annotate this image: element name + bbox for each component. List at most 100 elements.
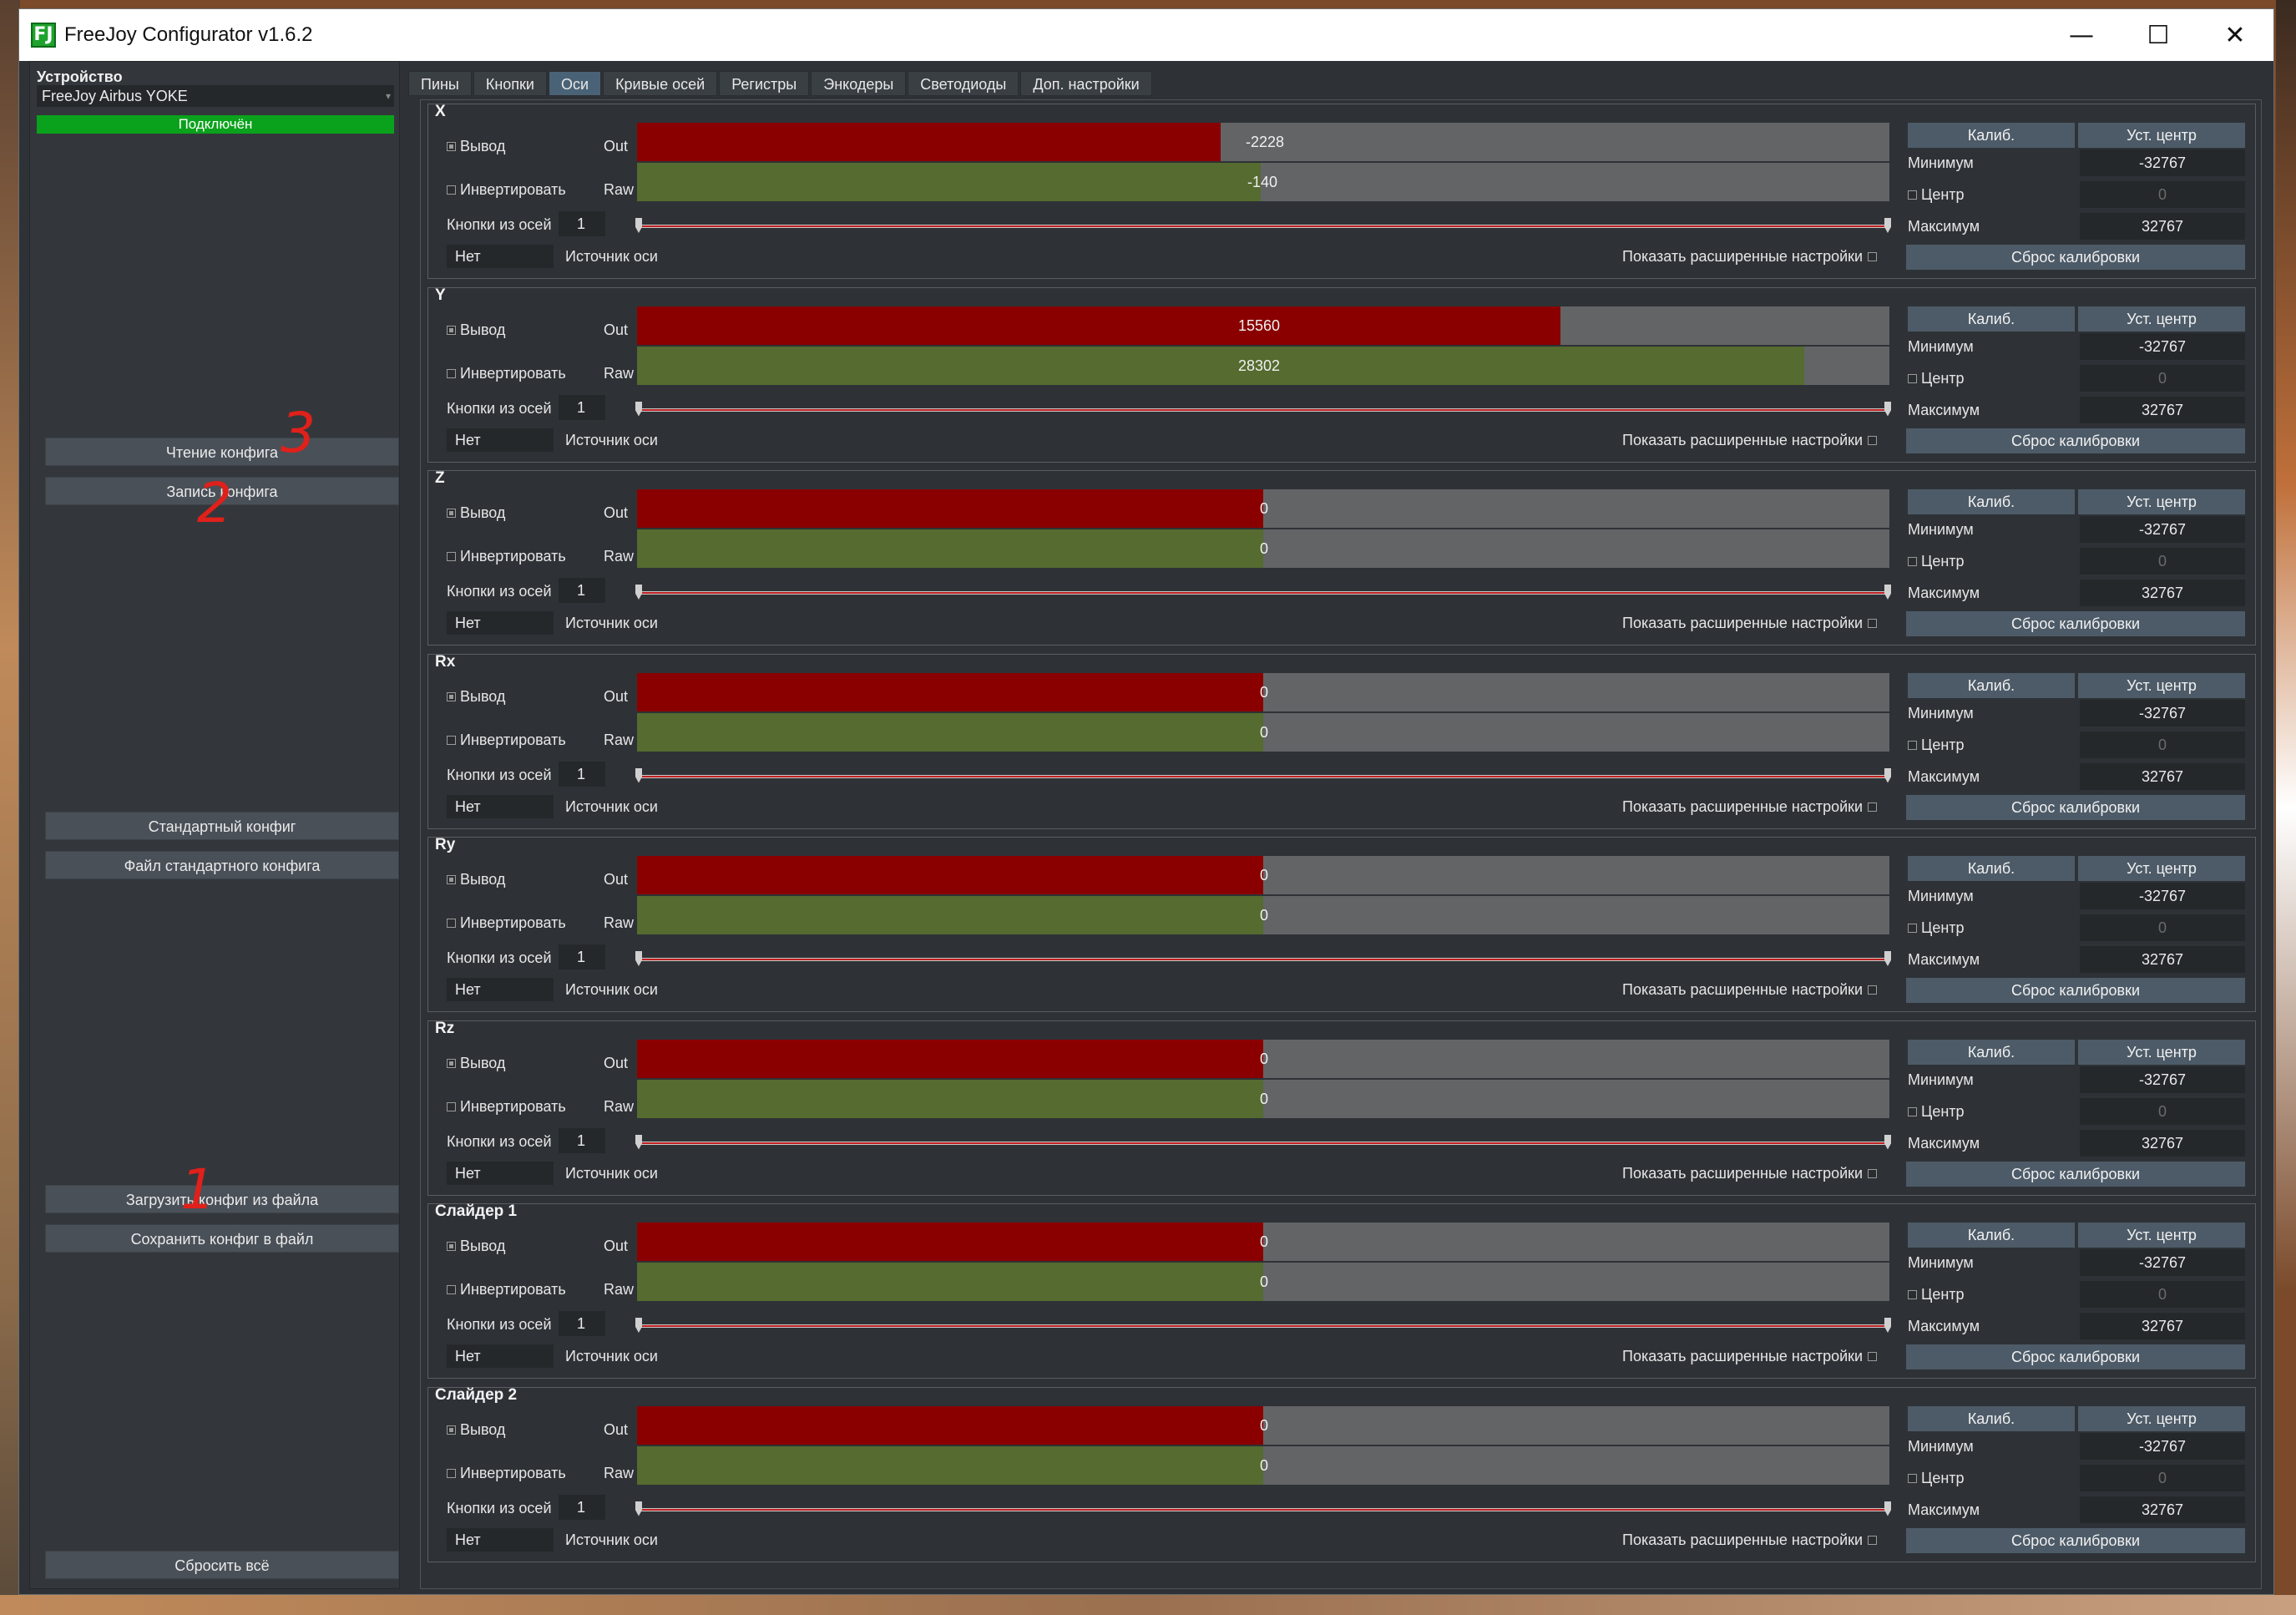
calibrate-button[interactable]: Калиб.: [1908, 123, 2075, 148]
slider-handle-right[interactable]: [1884, 1501, 1891, 1516]
read-config-button[interactable]: Чтение конфига: [45, 438, 399, 466]
invert-checkbox[interactable]: [447, 919, 456, 928]
max-field[interactable]: 32767: [2080, 946, 2245, 973]
reset-calibration-button[interactable]: Сброс калибровки: [1906, 1161, 2245, 1187]
calibrate-button[interactable]: Калиб.: [1908, 306, 2075, 332]
output-checkbox[interactable]: [447, 142, 456, 151]
calibrate-button[interactable]: Калиб.: [1908, 1039, 2075, 1065]
set-center-button[interactable]: Уст. центр: [2078, 1405, 2245, 1431]
output-checkbox[interactable]: [447, 875, 456, 884]
tab-2[interactable]: Оси: [549, 71, 602, 96]
center-field[interactable]: 0: [2080, 1097, 2245, 1125]
advanced-settings-checkbox[interactable]: [1868, 802, 1878, 812]
output-checkbox-row[interactable]: Вывод: [447, 1238, 505, 1255]
reset-calibration-button[interactable]: Сброс калибровки: [1906, 1344, 2245, 1369]
slider-handle-left[interactable]: [635, 1318, 642, 1333]
center-field[interactable]: 0: [2080, 181, 2245, 208]
tab-5[interactable]: Энкодеры: [811, 71, 907, 96]
min-field[interactable]: -32767: [2080, 699, 2245, 726]
center-field[interactable]: 0: [2080, 364, 2245, 392]
calibrate-button[interactable]: Калиб.: [1908, 856, 2075, 881]
center-field[interactable]: 0: [2080, 914, 2245, 941]
max-field[interactable]: 32767: [2080, 1129, 2245, 1157]
tab-7[interactable]: Доп. настройки: [1020, 71, 1152, 96]
center-field[interactable]: 0: [2080, 1281, 2245, 1308]
center-checkbox[interactable]: [1908, 557, 1917, 566]
load-config-file-button[interactable]: Загрузить конфиг из файла: [45, 1185, 399, 1213]
invert-checkbox-row[interactable]: Инвертировать: [447, 1098, 566, 1116]
min-field[interactable]: -32767: [2080, 149, 2245, 176]
slider-handle-right[interactable]: [1884, 1318, 1891, 1333]
invert-checkbox[interactable]: [447, 368, 456, 378]
min-field[interactable]: -32767: [2080, 516, 2245, 543]
slider-handle-right[interactable]: [1884, 218, 1891, 233]
invert-checkbox[interactable]: [447, 735, 456, 745]
advanced-settings-checkbox[interactable]: [1868, 1168, 1878, 1178]
set-center-button[interactable]: Уст. центр: [2078, 123, 2245, 148]
center-checkbox-row[interactable]: Центр: [1908, 1286, 1965, 1304]
reset-calibration-button[interactable]: Сброс калибровки: [1906, 245, 2245, 270]
min-field[interactable]: -32767: [2080, 1249, 2245, 1276]
output-checkbox[interactable]: [447, 325, 456, 335]
reset-calibration-button[interactable]: Сброс калибровки: [1906, 1527, 2245, 1553]
invert-checkbox[interactable]: [447, 552, 456, 561]
invert-checkbox[interactable]: [447, 1101, 456, 1111]
center-checkbox-row[interactable]: Центр: [1908, 370, 1965, 387]
center-checkbox[interactable]: [1908, 373, 1917, 383]
close-button[interactable]: ✕: [2224, 20, 2246, 50]
center-checkbox[interactable]: [1908, 1290, 1917, 1299]
reset-calibration-button[interactable]: Сброс калибровки: [1906, 428, 2245, 453]
buttons-from-axis-spinbox[interactable]: 1: [559, 1311, 605, 1336]
advanced-settings-row[interactable]: Показать расширенные настройки: [1622, 615, 1878, 632]
tab-6[interactable]: Светодиоды: [908, 71, 1019, 96]
reset-all-button[interactable]: Сбросить всё: [45, 1551, 399, 1579]
advanced-settings-row[interactable]: Показать расширенные настройки: [1622, 248, 1878, 266]
advanced-settings-row[interactable]: Показать расширенные настройки: [1622, 1165, 1878, 1182]
buttons-from-axis-spinbox[interactable]: 1: [559, 394, 605, 420]
center-checkbox[interactable]: [1908, 1106, 1917, 1116]
advanced-settings-row[interactable]: Показать расширенные настройки: [1622, 798, 1878, 816]
advanced-settings-checkbox[interactable]: [1868, 1352, 1878, 1361]
max-field[interactable]: 32767: [2080, 1313, 2245, 1339]
invert-checkbox[interactable]: [447, 1468, 456, 1478]
advanced-settings-checkbox[interactable]: [1868, 435, 1878, 445]
device-select[interactable]: FreeJoy Airbus YOKE ▾: [37, 85, 394, 107]
center-field[interactable]: 0: [2080, 1464, 2245, 1491]
slider-handle-right[interactable]: [1884, 1134, 1891, 1150]
output-checkbox[interactable]: [447, 691, 456, 701]
invert-checkbox-row[interactable]: Инвертировать: [447, 914, 566, 932]
max-field[interactable]: 32767: [2080, 762, 2245, 790]
buttons-from-axis-spinbox[interactable]: 1: [559, 211, 605, 236]
calibrate-button[interactable]: Калиб.: [1908, 1405, 2075, 1431]
calibrate-button[interactable]: Калиб.: [1908, 672, 2075, 698]
output-checkbox-row[interactable]: Вывод: [447, 1055, 505, 1072]
slider-handle-right[interactable]: [1884, 767, 1891, 783]
set-center-button[interactable]: Уст. центр: [2078, 306, 2245, 332]
center-checkbox-row[interactable]: Центр: [1908, 553, 1965, 570]
axis-source-select[interactable]: Нет: [447, 1161, 554, 1185]
axis-range-slider[interactable]: [635, 951, 1891, 966]
axis-range-slider[interactable]: [635, 767, 1891, 783]
output-checkbox-row[interactable]: Вывод: [447, 321, 505, 339]
output-checkbox[interactable]: [447, 1058, 456, 1068]
axis-source-select[interactable]: Нет: [447, 1527, 554, 1552]
axis-source-select[interactable]: Нет: [447, 978, 554, 1001]
invert-checkbox-row[interactable]: Инвертировать: [447, 1281, 566, 1299]
calibrate-button[interactable]: Калиб.: [1908, 489, 2075, 514]
tab-1[interactable]: Кнопки: [473, 71, 547, 96]
min-field[interactable]: -32767: [2080, 1066, 2245, 1093]
reset-calibration-button[interactable]: Сброс калибровки: [1906, 794, 2245, 820]
min-field[interactable]: -32767: [2080, 1432, 2245, 1460]
output-checkbox-row[interactable]: Вывод: [447, 688, 505, 706]
advanced-settings-checkbox[interactable]: [1868, 1535, 1878, 1545]
axis-range-slider[interactable]: [635, 1134, 1891, 1150]
output-checkbox-row[interactable]: Вывод: [447, 138, 505, 155]
center-checkbox[interactable]: [1908, 190, 1917, 200]
save-config-file-button[interactable]: Сохранить конфиг в файл: [45, 1224, 399, 1253]
invert-checkbox-row[interactable]: Инвертировать: [447, 1465, 566, 1482]
reset-calibration-button[interactable]: Сброс калибровки: [1906, 978, 2245, 1003]
output-checkbox[interactable]: [447, 1242, 456, 1251]
center-field[interactable]: 0: [2080, 731, 2245, 758]
buttons-from-axis-spinbox[interactable]: 1: [559, 1127, 605, 1153]
invert-checkbox[interactable]: [447, 1285, 456, 1294]
